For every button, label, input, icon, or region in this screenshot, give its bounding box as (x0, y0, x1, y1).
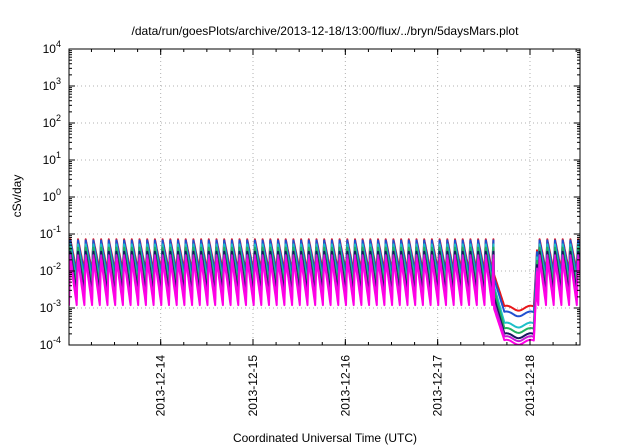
data-series-line-7 (69, 258, 580, 345)
x-tick-label: 2013-12-16 (338, 355, 352, 417)
plot-series (69, 238, 580, 345)
y-tick-label: 10-4 (40, 335, 61, 352)
chart-title: /data/run/goesPlots/archive/2013-12-18/1… (132, 24, 520, 38)
grid-lines (69, 49, 580, 345)
x-tick-label: 2013-12-17 (431, 355, 445, 417)
y-tick-labels: 10-4 10-3 10-2 10-1 100 101 102 103 104 (40, 39, 61, 352)
x-tick-label: 2013-12-15 (246, 355, 260, 417)
y-tick-label: 10-3 (40, 298, 61, 315)
x-tick-label: 2013-12-14 (154, 355, 168, 417)
y-tick-label: 103 (43, 76, 61, 93)
x-axis-label: Coordinated Universal Time (UTC) (233, 431, 417, 445)
y-tick-label: 102 (43, 113, 61, 130)
y-tick-label: 104 (43, 39, 61, 56)
y-axis-label: cSv/day (10, 175, 24, 218)
axis-ticks (69, 48, 580, 346)
x-tick-label: 2013-12-18 (523, 355, 537, 417)
y-tick-label: 10-2 (40, 261, 61, 278)
x-tick-labels: 2013-12-14 2013-12-15 2013-12-16 2013-12-17… (154, 355, 537, 417)
y-tick-label: 10-1 (40, 224, 61, 241)
y-tick-label: 100 (43, 187, 61, 204)
y-tick-label: 101 (43, 150, 61, 167)
